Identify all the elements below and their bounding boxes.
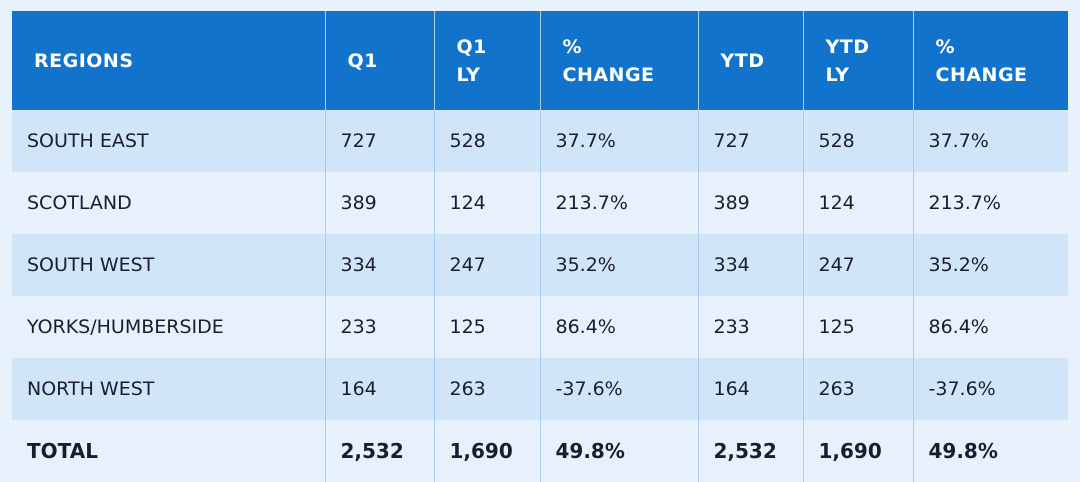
- total-cell: 1,690: [803, 420, 914, 482]
- header-cell: YTD LY: [803, 11, 914, 110]
- value-cell: 727: [325, 110, 435, 172]
- value-cell: 334: [325, 234, 435, 296]
- value-cell: 247: [803, 234, 914, 296]
- table-body: SOUTH EAST 727 528 37.7% 727 528 37.7% SCOTLAND…: [12, 110, 1068, 482]
- total-cell: 2,532: [698, 420, 804, 482]
- header-cell: Q1 LY: [434, 11, 541, 110]
- value-cell: 233: [698, 296, 804, 358]
- header-row: REGIONS Q1 Q1 LY% CHANGE YTD YTD LY% CHANGE: [12, 11, 1068, 110]
- table-row: SOUTH EAST 727 528 37.7% 727 528 37.7%: [12, 110, 1068, 172]
- total-cell: TOTAL: [12, 420, 326, 482]
- value-cell: 334: [698, 234, 804, 296]
- table-row: SCOTLAND 389 124 213.7% 389 124 213.7%: [12, 172, 1068, 234]
- value-cell: 213.7%: [540, 172, 699, 234]
- header-cell: REGIONS: [12, 11, 326, 110]
- value-cell: 86.4%: [913, 296, 1068, 358]
- total-cell: 1,690: [434, 420, 541, 482]
- table-row: NORTH WEST 164 263 -37.6% 164 263 -37.6%: [12, 358, 1068, 420]
- value-cell: 35.2%: [913, 234, 1068, 296]
- table-row: SOUTH WEST 334 247 35.2% 334 247 35.2%: [12, 234, 1068, 296]
- value-cell: 164: [698, 358, 804, 420]
- value-cell: 528: [803, 110, 914, 172]
- region-cell: NORTH WEST: [12, 358, 326, 420]
- value-cell: 125: [434, 296, 541, 358]
- value-cell: -37.6%: [913, 358, 1068, 420]
- value-cell: -37.6%: [540, 358, 699, 420]
- table-row: YORKS/HUMBERSIDE 233 125 86.4% 233 125 86.4%: [12, 296, 1068, 358]
- total-row: TOTAL 2,532 1,690 49.8% 2,532 1,690 49.8%: [12, 420, 1068, 482]
- value-cell: 124: [803, 172, 914, 234]
- value-cell: 37.7%: [540, 110, 699, 172]
- value-cell: 213.7%: [913, 172, 1068, 234]
- value-cell: 389: [325, 172, 435, 234]
- value-cell: 164: [325, 358, 435, 420]
- header-cell: % CHANGE: [540, 11, 699, 110]
- total-cell: 2,532: [325, 420, 435, 482]
- header-cell: Q1: [325, 11, 435, 110]
- table-wrap: REGIONS Q1 Q1 LY% CHANGE YTD YTD LY% CHANGE …: [12, 11, 1068, 482]
- region-cell: YORKS/HUMBERSIDE: [12, 296, 326, 358]
- value-cell: 233: [325, 296, 435, 358]
- region-cell: SOUTH WEST: [12, 234, 326, 296]
- region-cell: SCOTLAND: [12, 172, 326, 234]
- value-cell: 389: [698, 172, 804, 234]
- value-cell: 37.7%: [913, 110, 1068, 172]
- value-cell: 35.2%: [540, 234, 699, 296]
- value-cell: 247: [434, 234, 541, 296]
- header-cell: YTD: [698, 11, 804, 110]
- region-cell: SOUTH EAST: [12, 110, 326, 172]
- value-cell: 124: [434, 172, 541, 234]
- total-cell: 49.8%: [540, 420, 699, 482]
- value-cell: 263: [434, 358, 541, 420]
- value-cell: 528: [434, 110, 541, 172]
- value-cell: 86.4%: [540, 296, 699, 358]
- value-cell: 125: [803, 296, 914, 358]
- value-cell: 263: [803, 358, 914, 420]
- value-cell: 727: [698, 110, 804, 172]
- header-cell: % CHANGE: [913, 11, 1068, 110]
- regions-table: REGIONS Q1 Q1 LY% CHANGE YTD YTD LY% CHANGE …: [12, 11, 1068, 482]
- total-cell: 49.8%: [913, 420, 1068, 482]
